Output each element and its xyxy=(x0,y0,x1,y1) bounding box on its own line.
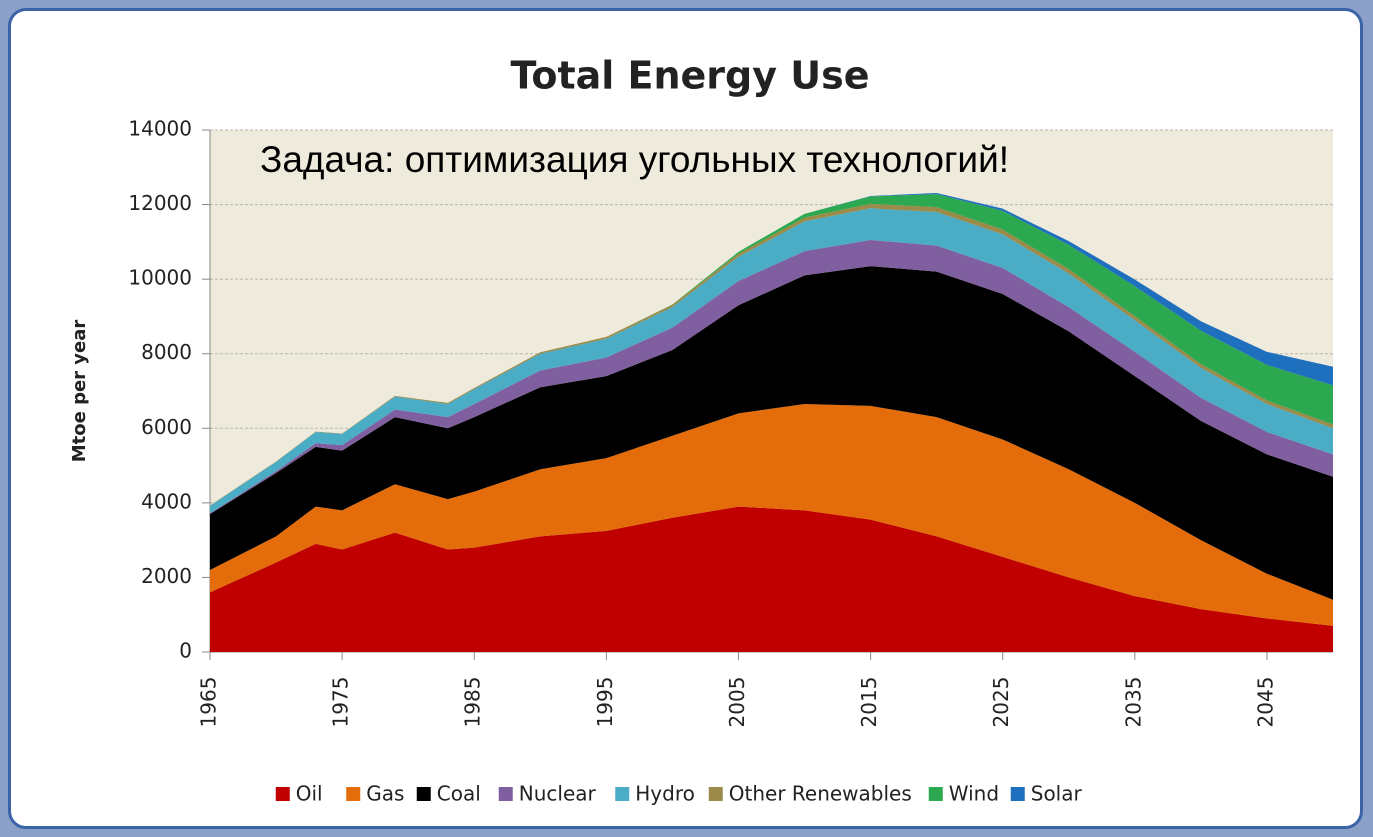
legend-swatch xyxy=(1010,787,1025,801)
area-2 xyxy=(210,266,1333,600)
legend-label: Gas xyxy=(366,782,404,806)
x-tick-label: 2045 xyxy=(1253,677,1277,728)
areas xyxy=(210,193,1333,652)
y-tick-label: 14000 xyxy=(128,117,192,141)
y-tick-label: 6000 xyxy=(141,415,192,439)
legend-swatch xyxy=(928,787,943,801)
legend-label: Oil xyxy=(296,782,323,806)
x-tick-label: 2035 xyxy=(1121,677,1145,728)
legend-label: Coal xyxy=(437,782,481,806)
legend-label: Solar xyxy=(1031,782,1083,806)
area-4 xyxy=(210,208,1333,514)
area-1 xyxy=(210,404,1333,626)
x-tick-label: 1965 xyxy=(197,677,221,728)
legend-swatch xyxy=(498,787,513,801)
legend-swatch xyxy=(346,787,361,801)
x-tick-label: 1985 xyxy=(461,677,485,728)
y-tick-label: 10000 xyxy=(128,266,192,290)
legend-label: Wind xyxy=(949,782,999,806)
legend: Oil Gas Coal Nuclear Hydro Other Renewables Wi… xyxy=(275,782,1083,806)
x-tick-label: 2025 xyxy=(989,677,1013,728)
y-tick-label: 4000 xyxy=(141,489,192,513)
chart-title: Total Energy Use xyxy=(510,54,869,98)
area-0 xyxy=(210,506,1333,652)
legend-label: Other Renewables xyxy=(729,782,912,806)
y-tick-label: 12000 xyxy=(128,191,192,215)
legend-swatch xyxy=(708,787,723,801)
area-3 xyxy=(210,239,1333,515)
x-tick-label: 2015 xyxy=(857,677,881,728)
legend-label: Nuclear xyxy=(519,782,597,806)
x-tick-label: 2005 xyxy=(725,677,749,728)
y-axis-label: Mtoe per year xyxy=(69,320,90,463)
y-tick-label: 0 xyxy=(179,639,192,663)
legend-label: Hydro xyxy=(635,782,695,806)
y-tick-label: 2000 xyxy=(141,564,192,588)
legend-swatch xyxy=(275,787,290,801)
legend-swatch xyxy=(416,787,431,801)
x-tick-label: 1975 xyxy=(329,677,353,728)
legend-swatch xyxy=(615,787,630,801)
y-tick-label: 8000 xyxy=(141,340,192,364)
annotation: Задача: оптимизация угольных технологий! xyxy=(260,139,1009,180)
x-tick-label: 1995 xyxy=(593,677,617,728)
